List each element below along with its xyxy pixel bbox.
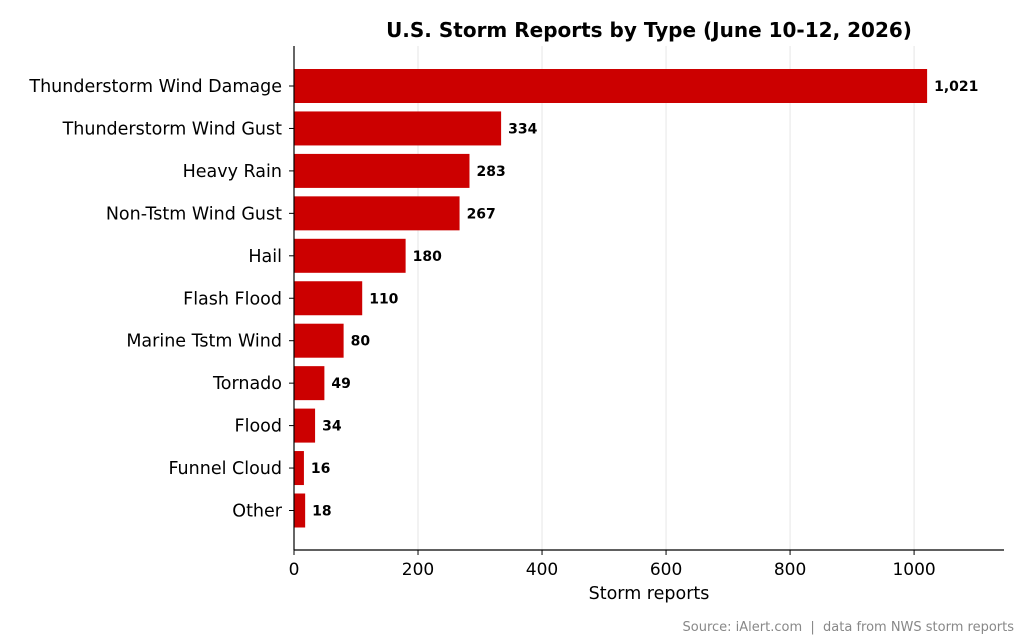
bar — [294, 111, 502, 146]
grid-lines — [417, 46, 915, 550]
category-label: Thunderstorm Wind Gust — [62, 119, 283, 139]
x-ticks: 0 200 400 600 800 1000 — [289, 550, 936, 580]
x-tick-label: 1000 — [892, 560, 935, 580]
value-labels: 1,021 334 283 267 180 110 80 49 34 16 18 — [311, 79, 978, 520]
x-tick-label: 400 — [526, 560, 558, 580]
value-label: 18 — [312, 504, 331, 520]
category-label: Non-Tstm Wind Gust — [106, 204, 282, 224]
bar — [294, 323, 344, 358]
category-label: Other — [232, 502, 282, 522]
category-label: Tornado — [212, 374, 282, 394]
category-label: Flood — [235, 417, 282, 437]
chart-title: U.S. Storm Reports by Type (June 10-12, … — [386, 18, 912, 42]
bar — [294, 281, 363, 316]
value-label: 80 — [351, 334, 371, 350]
x-axis-title: Storm reports — [589, 584, 710, 604]
category-labels: Thunderstorm Wind Damage Thunderstorm Win… — [28, 77, 282, 522]
x-tick-label: 0 — [289, 560, 300, 580]
source-note: Source: iAlert.com | data from NWS storm… — [682, 620, 1015, 635]
bars — [294, 69, 928, 528]
category-label: Marine Tstm Wind — [126, 332, 282, 352]
value-label: 16 — [311, 461, 330, 477]
category-label: Heavy Rain — [183, 162, 282, 182]
value-label: 334 — [508, 121, 537, 137]
value-label: 110 — [369, 291, 398, 307]
bar — [294, 366, 325, 401]
value-label: 49 — [331, 376, 350, 392]
bar — [294, 451, 304, 486]
bar — [294, 493, 306, 528]
value-label: 283 — [476, 164, 505, 180]
category-label: Funnel Cloud — [168, 459, 282, 479]
bar — [294, 69, 928, 103]
value-label: 34 — [322, 419, 342, 435]
category-label: Flash Flood — [183, 289, 282, 309]
bar — [294, 196, 460, 231]
value-label: 180 — [413, 249, 442, 265]
x-tick-label: 800 — [774, 560, 806, 580]
x-tick-label: 200 — [402, 560, 434, 580]
category-label: Thunderstorm Wind Damage — [28, 77, 282, 97]
x-tick-label: 600 — [650, 560, 682, 580]
value-label: 1,021 — [934, 79, 978, 95]
value-label: 267 — [467, 206, 496, 222]
category-label: Hail — [248, 247, 282, 267]
bar — [294, 153, 470, 188]
axes — [289, 46, 1004, 551]
bar — [294, 238, 406, 273]
bar — [294, 408, 316, 443]
